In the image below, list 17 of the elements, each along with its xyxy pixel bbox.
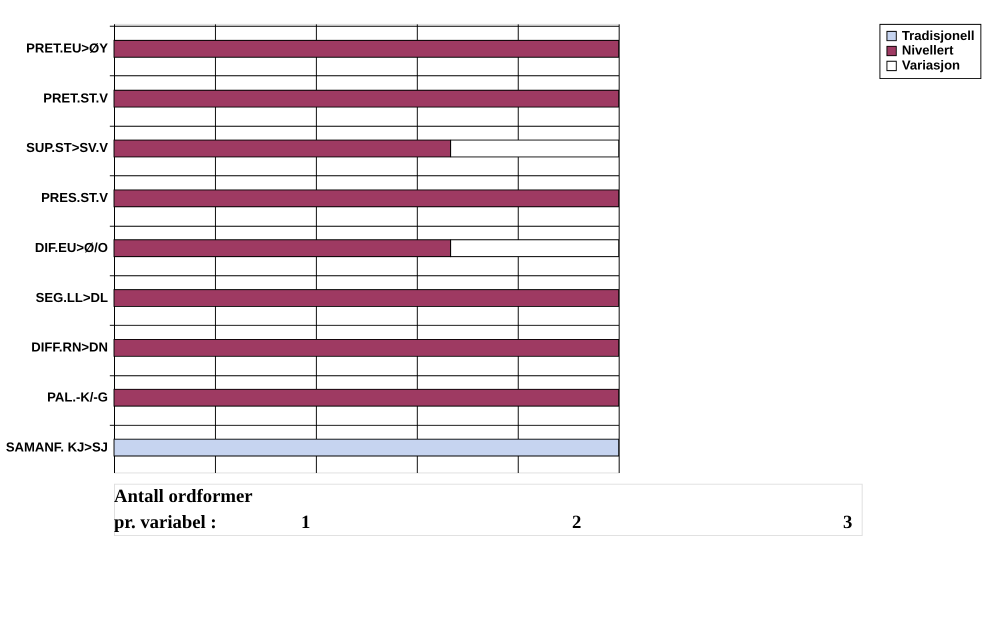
text: 1 bbox=[300, 512, 310, 533]
y-tick-label: SEG.LL>DL bbox=[36, 290, 108, 305]
legend-label: Nivellert bbox=[902, 42, 954, 58]
y-tick-label: DIFF.RN>DN bbox=[31, 340, 108, 355]
text: Antall ordformer bbox=[114, 486, 253, 508]
y-tick-label: DIF.EU>Ø/O bbox=[34, 240, 108, 255]
y-tick-label: SUP.ST>SV.V bbox=[26, 140, 108, 156]
y-tick-label: PRES.ST.V bbox=[41, 190, 108, 206]
text: 3 bbox=[843, 512, 852, 533]
legend-label: Tradisjonell bbox=[902, 28, 975, 43]
text: pr. variabel : bbox=[114, 512, 217, 533]
text: 2 bbox=[572, 512, 582, 533]
y-tick-label: SAMANF. KJ>SJ bbox=[6, 439, 108, 454]
legend-label: Variasjon bbox=[902, 58, 960, 73]
y-tick-label: PRET.EU>ØY bbox=[26, 40, 108, 56]
y-tick-label: PAL.-K/-G bbox=[47, 389, 108, 404]
y-tick-label: PRET.ST.V bbox=[43, 90, 108, 106]
